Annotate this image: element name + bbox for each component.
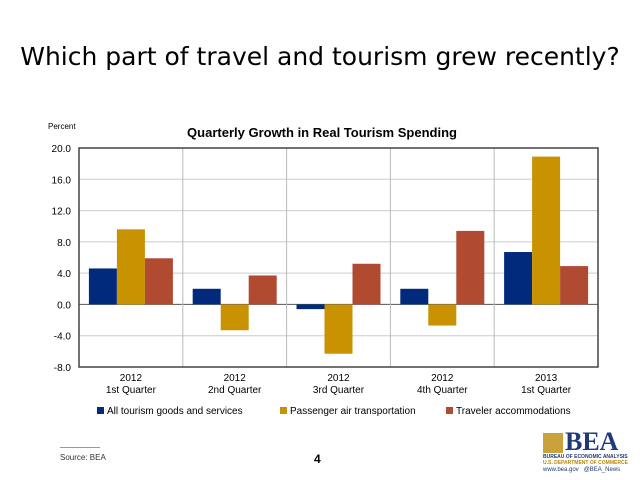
- bar-3-1: [144, 258, 173, 305]
- logo-line1: BUREAU OF ECONOMIC ANALYSIS: [543, 454, 628, 460]
- y-tick-label: -8.0: [54, 363, 72, 374]
- bar-1-1: [88, 268, 117, 305]
- legend-label: Passenger air transportation: [290, 406, 416, 417]
- bar-2-4: [428, 304, 457, 326]
- bar-1-4: [400, 288, 429, 305]
- y-tick-label: 20.0: [52, 144, 72, 155]
- x-tick-quarter: 3rd Quarter: [313, 385, 365, 396]
- source-divider: [60, 447, 100, 448]
- x-tick-year: 2012: [120, 373, 143, 384]
- bar-2-5: [532, 156, 561, 305]
- y-axis-label: Percent: [48, 122, 76, 131]
- bar-3-3: [352, 263, 381, 305]
- slide-title: Which part of travel and tourism grew re…: [20, 42, 620, 71]
- y-tick-label: -4.0: [54, 332, 72, 343]
- bea-logo-mark: [543, 433, 563, 453]
- x-tick-quarter: 2nd Quarter: [208, 385, 262, 396]
- x-tick-year: 2013: [535, 373, 558, 384]
- bar-3-2: [248, 275, 277, 305]
- x-tick-quarter: 1st Quarter: [106, 385, 157, 396]
- bea-logo-text: BEA: [565, 427, 619, 456]
- legend-swatch: [446, 407, 453, 414]
- x-tick-quarter: 1st Quarter: [521, 385, 572, 396]
- legend-label: Traveler accommodations: [456, 406, 571, 417]
- bar-chart: Percent Quarterly Growth in Real Tourism …: [48, 122, 599, 417]
- legend-swatch: [280, 407, 287, 414]
- plot-frame: [78, 147, 599, 368]
- bar-2-2: [220, 304, 249, 331]
- bar-1-3: [296, 304, 325, 310]
- bar-2-1: [116, 229, 145, 305]
- chart-title: Quarterly Growth in Real Tourism Spendin…: [187, 125, 457, 140]
- bar-3-5: [560, 266, 589, 305]
- bar-1-5: [504, 252, 533, 305]
- bar-2-3: [324, 304, 353, 354]
- bar-1-2: [192, 288, 221, 305]
- x-tick-quarter: 4th Quarter: [417, 385, 468, 396]
- legend-label: All tourism goods and services: [107, 406, 243, 417]
- logo-twitter[interactable]: @BEA_News: [583, 467, 621, 473]
- page-number: 4: [314, 452, 321, 466]
- logo-line2: U.S. DEPARTMENT OF COMMERCE: [543, 460, 628, 466]
- y-tick-label: 4.0: [57, 269, 71, 280]
- bar-3-4: [456, 230, 485, 305]
- logo-website[interactable]: www.bea.gov: [543, 467, 579, 473]
- x-tick-year: 2012: [224, 373, 247, 384]
- y-tick-label: 8.0: [57, 238, 71, 249]
- bea-logo: BEA BUREAU OF ECONOMIC ANALYSIS U.S. DEP…: [543, 427, 635, 473]
- logo-links: www.bea.gov @BEA_News: [543, 467, 635, 473]
- y-tick-label: 0.0: [57, 300, 71, 311]
- y-tick-label: 16.0: [52, 175, 72, 186]
- legend-swatch: [97, 407, 104, 414]
- x-tick-year: 2012: [327, 373, 350, 384]
- source-note: Source: BEA: [60, 453, 106, 462]
- x-tick-year: 2012: [431, 373, 454, 384]
- y-tick-label: 12.0: [52, 207, 72, 218]
